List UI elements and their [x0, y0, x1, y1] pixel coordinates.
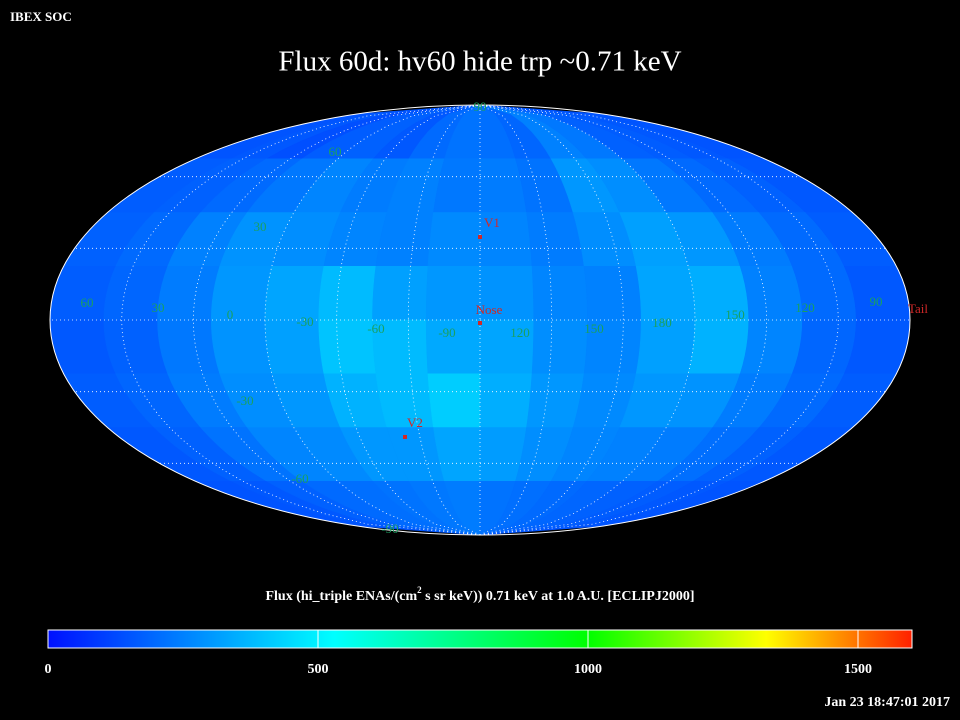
- flux-cell: [427, 212, 481, 267]
- marker-dot: [403, 435, 407, 439]
- flux-cell: [687, 319, 750, 375]
- colorbar-tick-label: 1000: [574, 662, 602, 677]
- lat-label: 30: [254, 219, 267, 234]
- flux-cell: [157, 319, 221, 375]
- flux-cell: [427, 373, 481, 428]
- flux-cell: [157, 265, 221, 321]
- lon-label: -30: [296, 314, 313, 329]
- corner-label: IBEX SOC: [10, 9, 72, 24]
- flux-cell: [210, 265, 273, 321]
- marker-label: Tail: [908, 301, 928, 316]
- marker-label: V2: [407, 415, 423, 430]
- flux-cell: [264, 265, 325, 321]
- marker-dot: [478, 235, 482, 239]
- marker-dot: [478, 321, 482, 325]
- timestamp: Jan 23 18:47:01 2017: [824, 695, 950, 710]
- meridian: [264, 105, 481, 535]
- flux-cell: [425, 265, 481, 321]
- map-outline: [49, 104, 911, 536]
- lon-label: -60: [367, 321, 384, 336]
- flux-cell: [479, 373, 533, 428]
- flux-cell: [264, 319, 325, 375]
- flux-cell: [635, 265, 696, 321]
- lon-label: -90: [438, 325, 455, 340]
- lon-label: 150: [725, 307, 745, 322]
- lon-label: 90: [870, 294, 883, 309]
- lat-label: -90: [381, 521, 398, 536]
- colorbar: [47, 629, 913, 649]
- lon-label: 120: [510, 325, 530, 340]
- lon-label: 0: [227, 307, 234, 322]
- lat-label: 60: [329, 144, 342, 159]
- meridian: [479, 105, 696, 535]
- lat-label: -30: [236, 393, 253, 408]
- colorbar-label: Flux (hi_triple ENAs/(cm2 s sr keV)) 0.7…: [265, 585, 694, 604]
- flux-cell: [318, 265, 377, 321]
- flux-cell: [375, 212, 434, 267]
- flux-cell: [739, 319, 803, 375]
- flux-map: [50, 105, 910, 535]
- lon-label: 120: [795, 300, 815, 315]
- flux-cell: [531, 265, 588, 321]
- flux-cell: [372, 265, 429, 321]
- colorbar-tick-label: 0: [45, 662, 52, 677]
- marker-label: V1: [484, 215, 500, 230]
- lon-label: 180: [652, 315, 672, 330]
- marker-label: Nose: [476, 302, 503, 317]
- flux-cell: [583, 265, 642, 321]
- lon-label: 60: [81, 295, 94, 310]
- colorbar-tick-label: 1500: [844, 662, 872, 677]
- flux-cell: [531, 319, 588, 375]
- flux-cell: [210, 319, 273, 375]
- graticule: [50, 105, 910, 535]
- title: Flux 60d: hv60 hide trp ~0.71 keV: [278, 46, 681, 78]
- flux-cell: [739, 265, 803, 321]
- colorbar-tick-label: 500: [308, 662, 329, 677]
- flux-cell: [375, 373, 434, 428]
- lat-label: 90: [474, 99, 487, 114]
- lat-label: -60: [291, 471, 308, 486]
- lon-label: 150: [584, 321, 604, 336]
- lon-label: 30: [152, 300, 165, 315]
